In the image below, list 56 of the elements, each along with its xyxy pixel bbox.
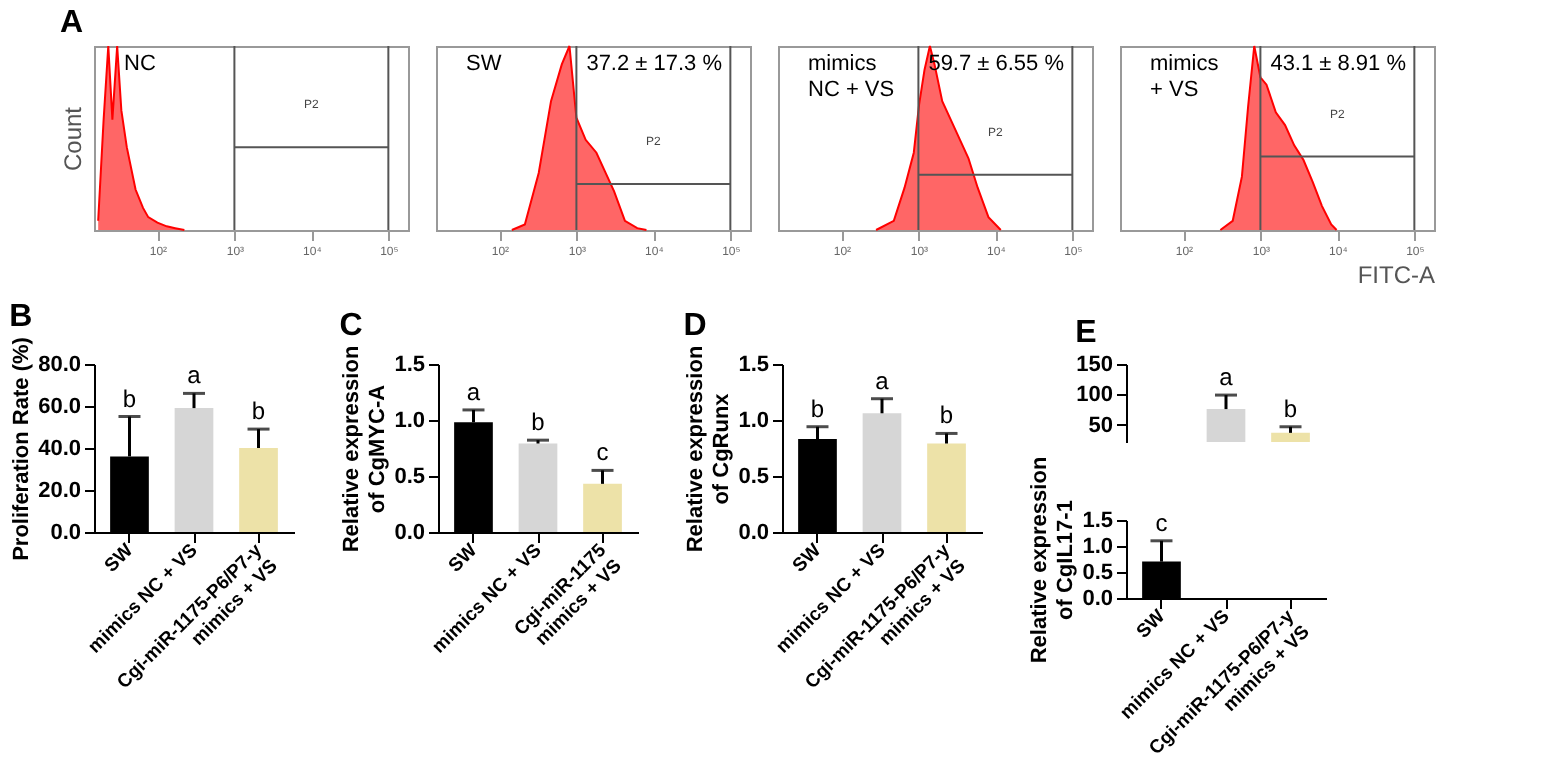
y-tick-label: 60.0 — [38, 395, 81, 419]
y-tick-label: 1.5 — [738, 353, 769, 377]
y-tick-label: 40.0 — [38, 437, 81, 461]
y-tick-label: 50 — [1088, 413, 1113, 438]
bar — [583, 483, 622, 532]
annotation: a — [466, 377, 481, 406]
y-tick-label: 80.0 — [38, 353, 81, 377]
y-tick-label: 0.0 — [394, 521, 425, 545]
y-tick-label: 100 — [1076, 383, 1113, 408]
x-axis-title: FITC-A — [1357, 261, 1435, 289]
bar — [927, 443, 966, 532]
annotation: a — [1219, 363, 1234, 392]
chart-title: B — [9, 300, 33, 335]
y-tick-label: 20.0 — [38, 479, 81, 503]
annotation: mimics + VS — [1150, 52, 1220, 102]
y-axis-title: Count — [59, 105, 87, 172]
annotation: b — [122, 384, 137, 413]
y-axis-title: Proliferation Rate (%) — [10, 336, 35, 561]
annotation: b — [939, 401, 954, 430]
bar — [174, 408, 214, 532]
y-tick-label: 0.5 — [394, 465, 425, 489]
annotation: c — [596, 438, 609, 467]
y-tick-label: 1.0 — [738, 409, 769, 433]
annotation: 43.1 ± 8.91 % — [1270, 52, 1407, 76]
y-tick-label: 0.0 — [738, 521, 769, 545]
bar — [862, 413, 902, 532]
bar — [518, 443, 558, 532]
y-tick-label: 0.5 — [1082, 561, 1113, 585]
y-tick-label: 1.5 — [394, 353, 425, 377]
annotation: b — [1283, 394, 1298, 423]
chart-title: A — [60, 6, 84, 40]
y-tick-label: 1.0 — [1082, 535, 1113, 559]
x-tick-label: SW — [444, 539, 482, 578]
y-tick-label: 150 — [1076, 353, 1113, 377]
annotation: c — [1155, 508, 1168, 537]
annotation: NC — [124, 52, 156, 76]
y-tick-label: 0.0 — [50, 521, 81, 545]
annotation: a — [875, 366, 890, 395]
annotation: b — [251, 397, 266, 426]
y-tick-label: 1.5 — [1082, 509, 1113, 533]
annotation: b — [810, 394, 825, 423]
annotation: a — [187, 361, 202, 390]
chart-title: D — [683, 308, 707, 343]
chart-title: E — [1075, 316, 1098, 350]
annotation: mimics NC + VS — [808, 52, 895, 102]
annotation: b — [531, 408, 546, 437]
y-axis-title: Relative expression of CgIL17-1 — [1028, 456, 1079, 664]
y-axis-title: Relative expression of CgRunx — [684, 345, 735, 553]
chart-title: C — [339, 308, 364, 343]
annotation: SW — [466, 52, 503, 76]
bar — [239, 448, 278, 532]
y-tick-label: 1.0 — [394, 409, 425, 433]
annotation: 37.2 ± 17.3 % — [586, 52, 723, 76]
y-tick-label: 0.0 — [1082, 587, 1113, 611]
y-axis-title: Relative expression of CgMYC-A — [340, 345, 391, 553]
y-tick-label: 0.5 — [738, 465, 769, 489]
